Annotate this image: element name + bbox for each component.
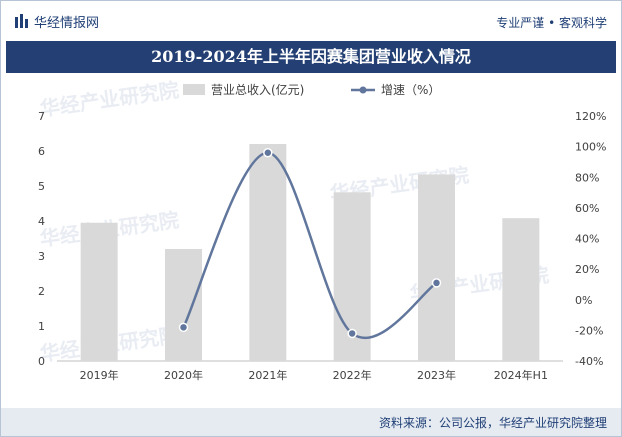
y-left-tick-label: 1 — [38, 320, 45, 333]
x-tick-label: 2022年 — [333, 368, 372, 382]
y-left-tick-label: 7 — [38, 110, 45, 123]
y-right-tick-label: 100% — [575, 141, 606, 154]
footer: 资料来源：公司公报，华经产业研究院整理 — [1, 408, 621, 436]
y-left-tick-label: 2 — [38, 285, 45, 298]
bars — [80, 144, 540, 361]
brand-logo-icon — [15, 14, 28, 28]
legend-bar-swatch — [183, 84, 205, 95]
legend-line-label: 增速（%） — [381, 83, 440, 97]
y-right-tick-label: 0% — [575, 294, 592, 307]
title-band: 2019-2024年上半年因赛集团营业收入情况 — [6, 41, 616, 73]
x-tick-label: 2020年 — [164, 368, 203, 382]
top-bar: 华经情报网 专业严谨 • 客观科学 — [1, 1, 621, 41]
slogan: 专业严谨 • 客观科学 — [496, 16, 607, 30]
y-right-tick-label: 60% — [575, 202, 599, 215]
legend-line-marker — [359, 86, 367, 94]
y-right-tick-label: 120% — [575, 110, 606, 123]
x-tick-label: 2023年 — [417, 368, 456, 382]
legend: 营业总收入(亿元) 增速（%） — [183, 82, 440, 97]
watermark: 华经产业研究院 — [38, 78, 180, 121]
growth-point — [263, 148, 273, 158]
y-right-tick-label: -20% — [575, 324, 603, 337]
bar — [80, 222, 118, 361]
y-right-tick-label: -40% — [575, 355, 603, 368]
growth-line-path — [182, 151, 438, 340]
bar — [165, 249, 202, 361]
y-right-tick-label: 80% — [575, 171, 599, 184]
growth-point — [178, 322, 189, 333]
chart-title: 2019-2024年上半年因赛集团营业收入情况 — [151, 47, 471, 66]
bar — [502, 218, 540, 361]
brand: 华经情报网 — [15, 10, 99, 32]
growth-line — [178, 148, 442, 340]
bar — [249, 144, 287, 361]
axes: 0 1 2 3 4 5 6 7 -40% -20% 0% 20% 40% 60% 80% 100% 120% 20… — [38, 110, 606, 382]
y-left-tick-label: 3 — [38, 250, 45, 263]
y-left-tick-label: 0 — [38, 355, 45, 368]
chart: 华经产业研究院华经产业研究院华经产业研究院华经产业研究院华经产业研究院 营业总收… — [38, 78, 606, 382]
y-right-tick-label: 40% — [575, 233, 599, 246]
brand-name: 华经情报网 — [34, 15, 100, 31]
bar — [418, 174, 455, 361]
source-note: 资料来源：公司公报，华经产业研究院整理 — [378, 416, 607, 430]
legend-bar-label: 营业总收入(亿元) — [211, 82, 304, 97]
x-tick-label: 2019年 — [80, 368, 119, 382]
x-tick-label: 2024年H1 — [494, 368, 548, 382]
growth-point — [347, 328, 357, 339]
y-right-tick-label: 20% — [575, 263, 599, 276]
y-left-tick-label: 5 — [38, 180, 45, 193]
y-left-tick-label: 4 — [38, 215, 45, 228]
y-left-tick-label: 6 — [38, 145, 45, 158]
x-tick-label: 2021年 — [248, 368, 287, 382]
growth-point — [431, 278, 442, 288]
